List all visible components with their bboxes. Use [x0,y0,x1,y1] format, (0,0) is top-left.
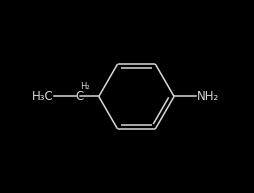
Text: NH₂: NH₂ [196,90,218,103]
Text: C: C [75,90,83,103]
Text: H₃C: H₃C [31,90,53,103]
Text: H₂: H₂ [80,82,89,91]
